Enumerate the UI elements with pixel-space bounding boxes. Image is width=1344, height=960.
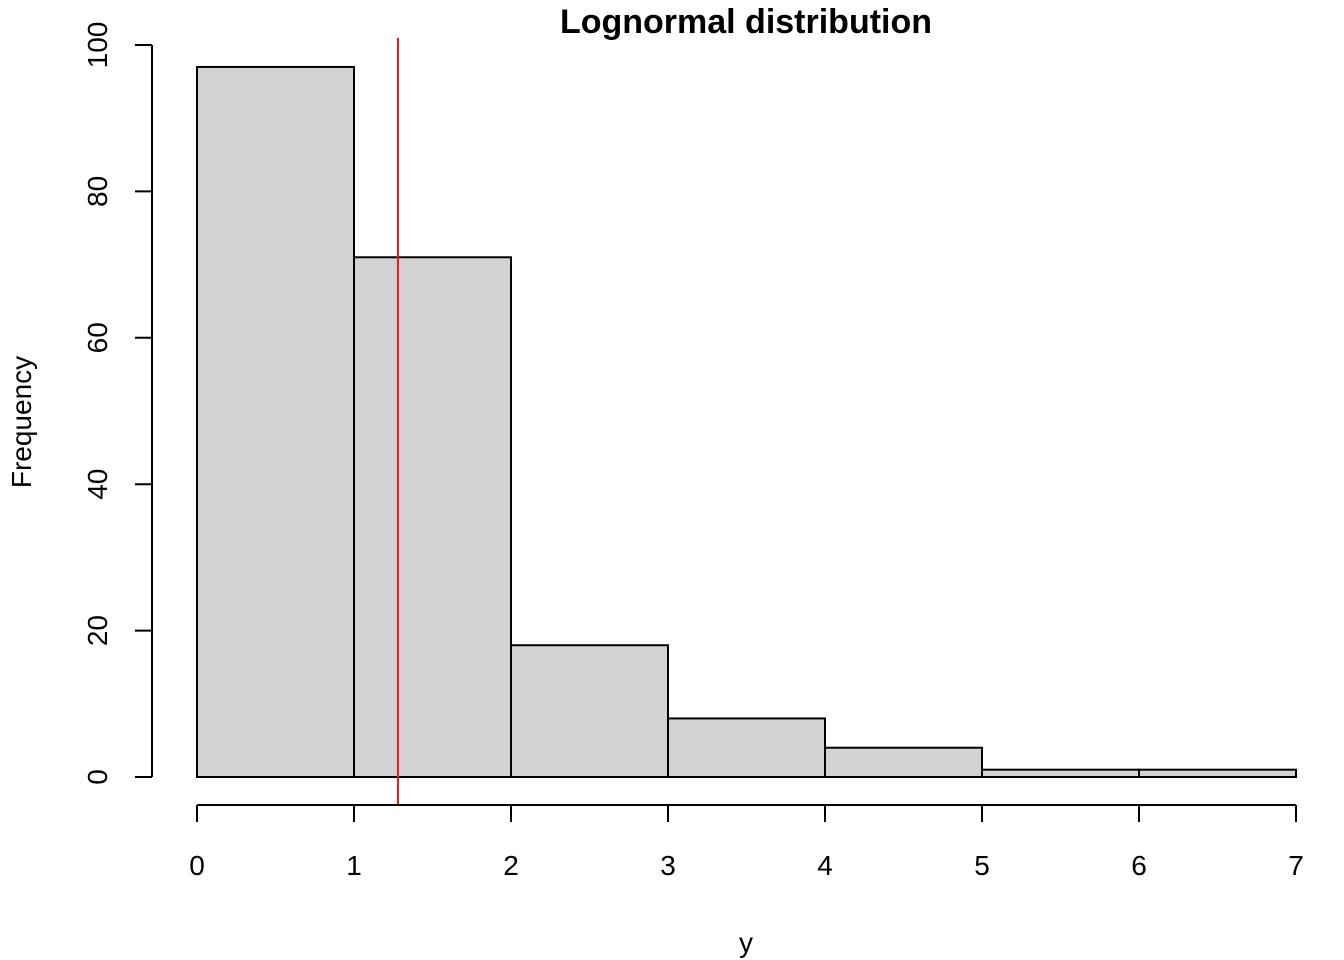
- y-axis: 0 20 40 60 80 100: [82, 22, 153, 785]
- histogram-bar-6: [1138, 768, 1297, 778]
- y-tick-label: 80: [82, 176, 113, 207]
- x-axis: 0 1 2 3 4 5 6 7: [189, 804, 1304, 881]
- x-axis-label: y: [739, 927, 753, 958]
- histogram-bar-5: [981, 768, 1140, 778]
- histogram-bar-0: [196, 65, 355, 778]
- x-tick-label: 2: [503, 850, 519, 881]
- y-tick-label: 100: [82, 22, 113, 69]
- histogram-bar-3: [667, 717, 826, 779]
- y-tick-label: 20: [82, 615, 113, 646]
- histogram-bar-1: [353, 256, 512, 778]
- x-tick-label: 6: [1131, 850, 1147, 881]
- y-axis-label: Frequency: [6, 356, 37, 488]
- histogram-bar-4: [824, 746, 983, 778]
- y-tick-label: 40: [82, 469, 113, 500]
- y-tick-label: 0: [82, 769, 113, 785]
- x-tick-label: 0: [189, 850, 205, 881]
- bars-layer: [196, 65, 1297, 779]
- histogram-bar-2: [510, 644, 669, 778]
- x-tick-label: 7: [1288, 850, 1304, 881]
- x-tick-label: 4: [817, 850, 833, 881]
- chart-title: Lognormal distribution: [560, 3, 932, 41]
- x-tick-label: 5: [974, 850, 990, 881]
- x-tick-label: 3: [660, 850, 676, 881]
- y-tick-label: 60: [82, 322, 113, 353]
- x-tick-label: 1: [346, 850, 362, 881]
